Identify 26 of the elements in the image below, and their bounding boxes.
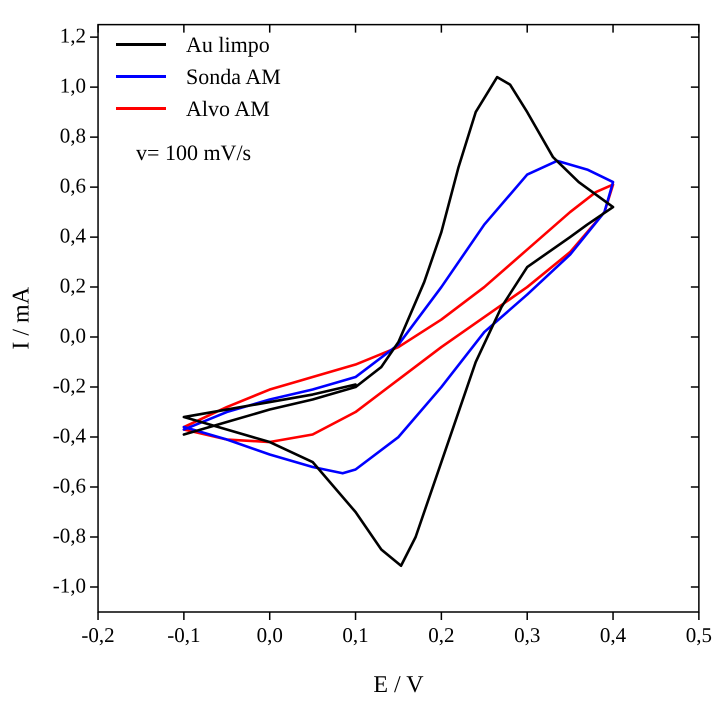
y-axis-title: I / mA [8,286,35,350]
y-tick-label: -0,8 [52,524,86,548]
y-tick-label: 1,2 [60,24,86,48]
y-tick-label: -0,6 [52,474,86,498]
y-tick-label: -0,4 [52,424,87,448]
x-tick-label: 0,5 [686,623,712,648]
x-tick-label: 0,0 [256,623,283,648]
legend-label: Au limpo [186,30,270,59]
x-axis-title: E / V [373,672,424,698]
x-tick-label: 0,3 [514,623,540,648]
x-tick-label: 0,1 [342,623,369,648]
y-tick-label: -1,0 [52,574,86,598]
y-tick-label: 1,0 [60,74,86,98]
y-tick-label: 0,0 [60,324,86,348]
x-tick-label: 0,2 [428,623,454,648]
x-tick-label: -0,2 [81,623,115,648]
x-tick-label: 0,4 [600,623,627,648]
annotation: v= 100 mV/s [136,138,252,167]
legend-label: Sonda AM [186,62,281,91]
y-tick-label: 0,2 [60,274,86,298]
y-tick-label: -0,2 [52,374,86,398]
y-tick-label: 0,8 [60,124,86,148]
y-tick-label: 0,4 [60,224,87,248]
y-tick-label: 0,6 [60,174,86,198]
legend-label: Alvo AM [186,94,270,123]
x-tick-label: -0,1 [167,623,200,648]
